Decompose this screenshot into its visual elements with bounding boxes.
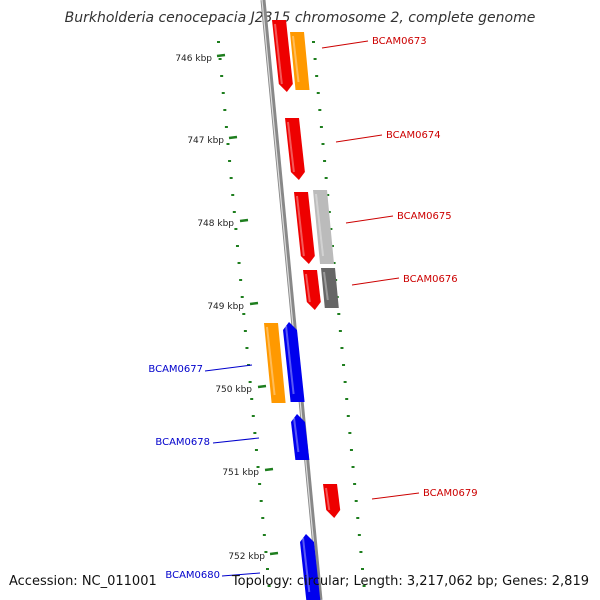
gene-arrow-red[interactable]	[323, 484, 341, 518]
tick-label: 749 kbp	[207, 302, 244, 312]
label-leader-line	[212, 437, 260, 444]
gene-highlight	[293, 417, 300, 453]
gene-highlight	[285, 325, 295, 395]
accession-text: Accession: NC_011001	[9, 574, 157, 589]
gene-labels: BCAM0673 BCAM0674 BCAM0675 BCAM0676 BCAM0679…	[148, 36, 477, 581]
major-tick	[257, 384, 267, 389]
gene-highlight	[302, 537, 311, 593]
gene-arrow-orange[interactable]	[264, 323, 286, 403]
gene-label-forward[interactable]: BCAM0675	[397, 211, 452, 222]
tick-label: 752 kbp	[228, 552, 265, 562]
gene-highlight	[323, 271, 329, 301]
page-title: Burkholderia cenocepacia J2315 chromosom…	[64, 10, 536, 26]
major-tick	[228, 135, 238, 140]
gene-label-forward[interactable]: BCAM0674	[386, 130, 441, 141]
label-leader-line	[204, 364, 253, 372]
tick-label: 750 kbp	[215, 385, 252, 395]
label-leader-line	[371, 492, 420, 500]
label-leader-line	[335, 134, 383, 143]
gene-label-forward[interactable]: BCAM0676	[403, 274, 458, 285]
major-tick	[249, 301, 259, 306]
gene-arrow-blue[interactable]	[291, 414, 310, 460]
genome-summary-text: Topology: circular; Length: 3,217,062 bp…	[231, 574, 589, 589]
tick-label: 748 kbp	[197, 219, 234, 229]
label-leader-line	[351, 277, 400, 286]
gene-highlight	[315, 193, 325, 257]
tick-label: 747 kbp	[187, 136, 224, 146]
major-tick	[239, 218, 249, 223]
tick-label: 751 kbp	[222, 468, 259, 478]
gene-arrow-blue[interactable]	[300, 534, 321, 600]
label-leader-line	[221, 572, 261, 577]
gene-highlight	[292, 35, 300, 83]
major-tick	[216, 53, 226, 58]
gene-arrow-orange[interactable]	[290, 32, 310, 90]
gene-arrow-dark-gray[interactable]	[321, 268, 339, 308]
gene-arrow-light-gray[interactable]	[313, 190, 335, 264]
label-leader-line	[321, 40, 369, 49]
gene-highlight	[305, 273, 311, 303]
gene-label-reverse[interactable]: BCAM0678	[155, 437, 210, 448]
gene-label-forward[interactable]: BCAM0673	[372, 36, 427, 47]
gene-arrow-red[interactable]	[303, 270, 321, 310]
tick-labels: 746 kbp 747 kbp 748 kbp 749 kbp 750 kbp 751 k…	[175, 54, 265, 562]
gene-label-forward[interactable]: BCAM0679	[423, 488, 478, 499]
chromosome-backbone-highlight	[261, 0, 320, 600]
gene-highlight	[325, 487, 331, 511]
gene-label-reverse[interactable]: BCAM0680	[165, 570, 220, 581]
gene-arrow-red[interactable]	[285, 118, 305, 180]
gene-features	[264, 20, 341, 600]
gene-highlight	[296, 195, 305, 257]
tick-marks	[216, 53, 279, 556]
gene-arrow-red[interactable]	[272, 20, 293, 92]
gene-label-reverse[interactable]: BCAM0677	[148, 364, 203, 375]
label-leader-lines	[204, 40, 420, 577]
tick-track-outer	[217, 41, 271, 587]
gene-highlight	[266, 326, 276, 396]
chromosome-backbone	[260, 0, 323, 600]
gene-highlight	[287, 121, 295, 173]
major-tick	[264, 467, 274, 472]
gene-arrow-red[interactable]	[294, 192, 315, 264]
major-tick	[269, 551, 279, 556]
tick-label: 746 kbp	[175, 54, 212, 64]
gene-arrow-blue[interactable]	[283, 322, 305, 402]
gene-highlight	[274, 23, 283, 85]
label-leader-line	[345, 215, 394, 224]
